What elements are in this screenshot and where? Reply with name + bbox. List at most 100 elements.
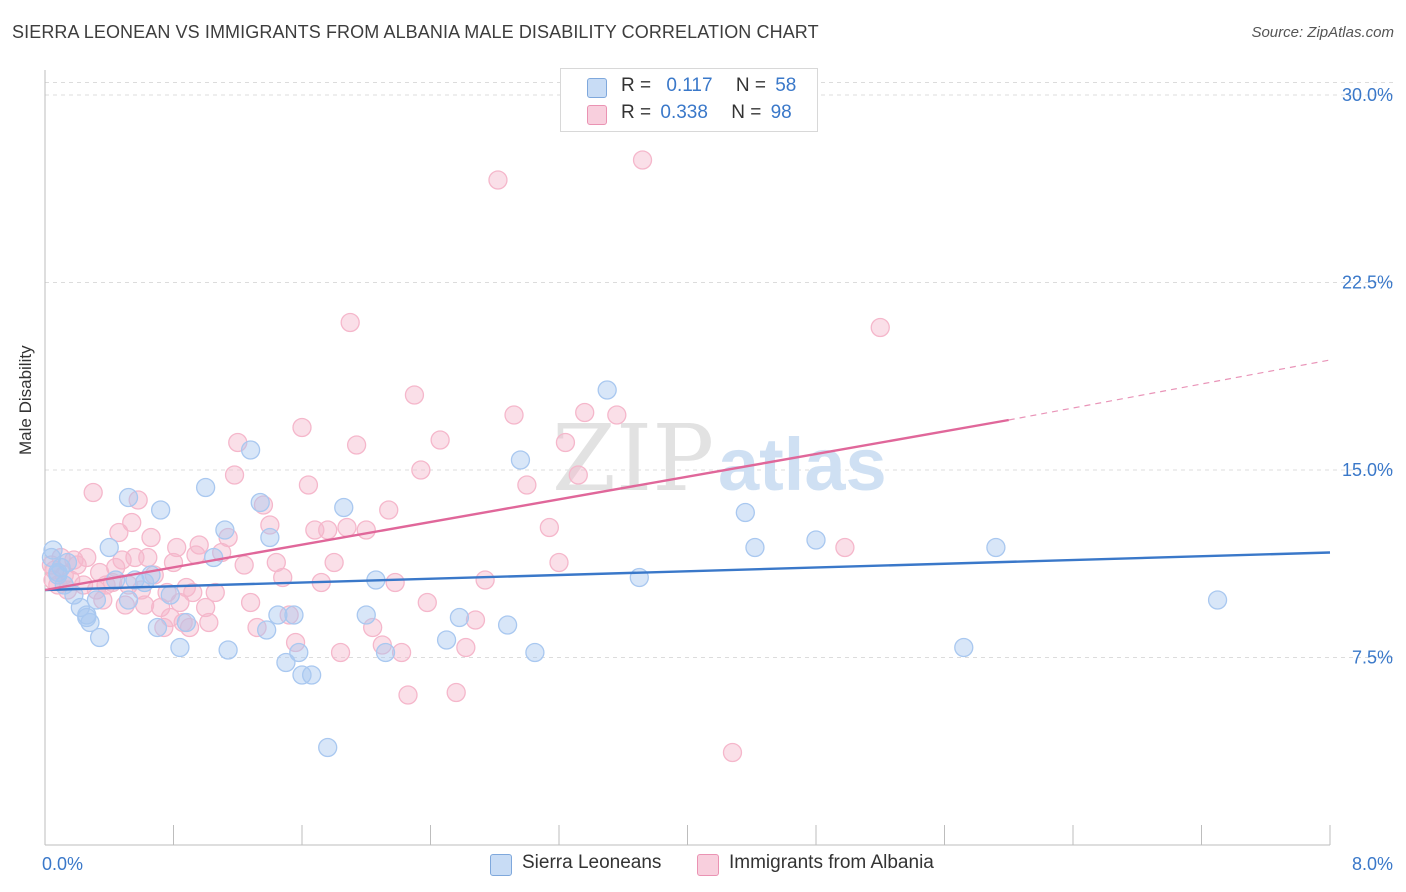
data-point [279, 605, 299, 625]
trend-line [44, 551, 1331, 592]
legend-n-label: N = [731, 102, 762, 123]
data-point [70, 597, 90, 618]
legend-r-label: R = [621, 102, 652, 123]
data-point [289, 642, 309, 663]
data-point [337, 517, 357, 538]
data-point [83, 482, 103, 503]
data-point [118, 590, 139, 610]
data-point [205, 582, 225, 603]
data-point [183, 582, 203, 603]
chart-title: SIERRA LEONEAN VS IMMIGRANTS FROM ALBANI… [12, 22, 819, 42]
data-point [806, 530, 826, 550]
data-point [86, 590, 107, 610]
data-point [356, 520, 376, 540]
data-point [276, 652, 296, 673]
watermark-atlas: atlas [718, 423, 887, 506]
data-point [157, 582, 177, 603]
data-point [240, 592, 261, 613]
data-point [430, 430, 450, 450]
data-point [575, 402, 595, 423]
data-point [154, 617, 174, 638]
data-point [986, 537, 1006, 558]
data-point [167, 537, 187, 558]
data-point [549, 552, 569, 573]
data-point [324, 552, 344, 573]
data-point [539, 517, 560, 538]
data-point [260, 527, 280, 548]
data-point [735, 502, 755, 523]
data-point [375, 642, 396, 663]
data-point [224, 465, 245, 485]
data-point [391, 642, 412, 663]
data-point [89, 627, 110, 648]
data-point [525, 642, 545, 663]
data-point [301, 665, 322, 685]
data-point [170, 637, 190, 658]
data-point [318, 737, 338, 758]
data-point [340, 312, 360, 333]
data-point [411, 460, 431, 480]
data-point [417, 592, 437, 613]
data-point [504, 405, 524, 425]
data-point [43, 540, 63, 560]
data-point [745, 537, 765, 558]
legend-n-value: 98 [770, 102, 792, 123]
data-point [141, 565, 161, 585]
legend-r-value: 0.117 [666, 75, 713, 96]
data-point [199, 612, 219, 633]
data-point [517, 475, 537, 495]
legend-label: Sierra Leoneans [522, 852, 662, 873]
legend-r-value: 0.338 [660, 102, 708, 123]
data-point [632, 150, 653, 170]
axes [44, 70, 1331, 846]
watermark-zip: ZIP [552, 405, 714, 512]
data-point [109, 522, 129, 543]
series-legend: Sierra Leoneans Immigrants from Albania [0, 852, 1406, 878]
data-point [465, 610, 486, 630]
data-point [122, 512, 142, 533]
data-point [436, 630, 457, 650]
y-tick-label: 22.5% [1342, 273, 1393, 293]
data-point [134, 595, 155, 615]
data-point [346, 435, 367, 455]
source-label: Source: ZipAtlas.com [1251, 24, 1394, 41]
data-point [298, 475, 319, 495]
legend-swatch-pink [587, 105, 607, 125]
data-point [195, 597, 216, 618]
data-point [189, 535, 209, 555]
data-point [597, 380, 617, 400]
legend-r-label: R = [621, 75, 652, 96]
trend-line-extension [1008, 359, 1331, 421]
data-point [48, 562, 68, 583]
data-point [160, 585, 180, 605]
data-point [284, 605, 304, 625]
data-point [555, 432, 576, 453]
trend-lines [44, 359, 1331, 592]
data-point [93, 590, 113, 610]
legend-swatch-blue [587, 78, 607, 98]
data-point [147, 617, 168, 638]
legend-swatch-pink [697, 854, 719, 876]
data-point [404, 385, 425, 405]
data-point [77, 547, 97, 568]
data-point [334, 497, 354, 518]
data-point [318, 520, 338, 540]
x-tick-label: 8.0% [1352, 854, 1393, 874]
data-point [218, 640, 238, 660]
data-point [330, 642, 351, 663]
data-point [253, 495, 274, 515]
data-point [204, 547, 224, 568]
data-point [568, 465, 588, 485]
data-point [379, 500, 399, 520]
data-point [99, 537, 119, 558]
y-tick-label: 15.0% [1342, 460, 1393, 480]
data-point [77, 605, 97, 625]
data-point [138, 547, 158, 568]
data-point [497, 615, 518, 635]
legend-n-label: N = [735, 75, 766, 96]
data-point [475, 570, 495, 590]
data-point [234, 555, 254, 575]
data-point [722, 742, 743, 763]
tick-labels: 7.5% 15.0% 22.5% 30.0% 0.0% 8.0% [42, 85, 1393, 874]
legend-n-value: 58 [775, 75, 797, 96]
